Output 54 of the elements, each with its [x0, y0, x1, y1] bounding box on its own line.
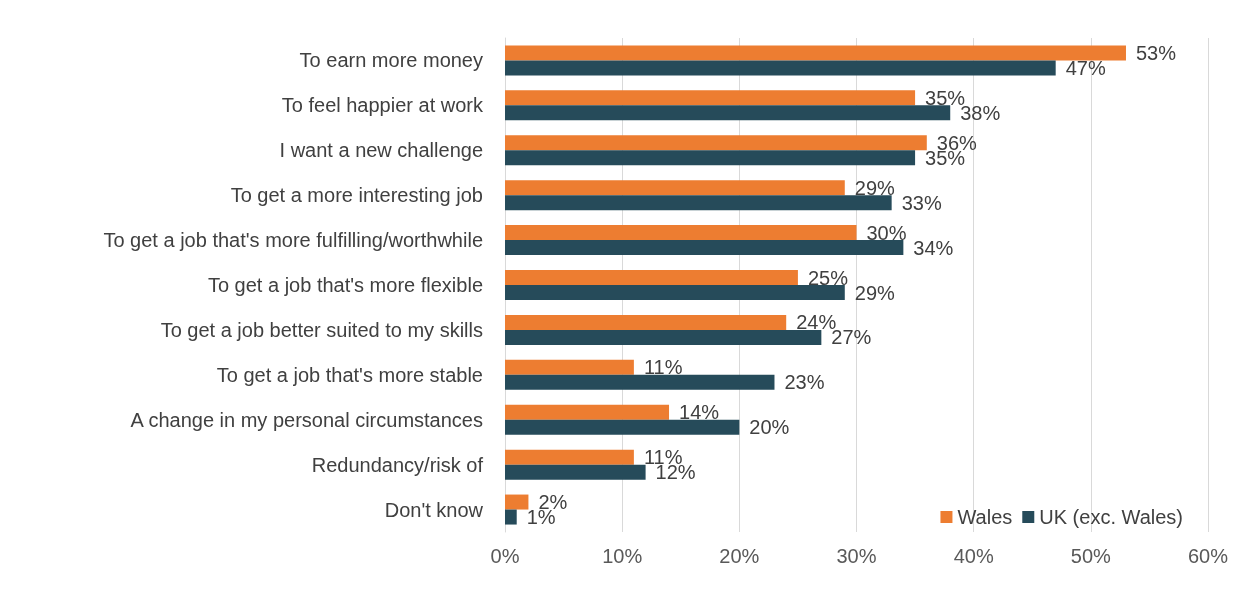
y-tick-label: To feel happier at work: [281, 94, 484, 117]
x-tick-label: 0%: [490, 545, 520, 567]
bar: [505, 105, 951, 121]
bar: [505, 270, 798, 285]
bar: [505, 240, 904, 256]
data-label: 20%: [749, 416, 790, 439]
bar: [505, 135, 927, 151]
bar: [505, 195, 892, 211]
y-tick-label: To get a job that's more stable: [216, 363, 483, 386]
y-tick-label: To get a job that's more fulfilling/worthwhile: [103, 229, 483, 252]
x-tick-label: 30%: [836, 545, 877, 567]
data-label: 23%: [784, 371, 825, 394]
data-label: 33%: [901, 191, 942, 214]
y-tick-label: Don't know: [384, 498, 484, 521]
bar: [505, 314, 787, 330]
x-tick-label: 50%: [1070, 545, 1112, 567]
y-tick-label: To get a job that's more flexible: [207, 274, 483, 296]
bar: [505, 60, 1056, 76]
data-label: 30%: [866, 221, 907, 244]
bar: [505, 329, 822, 345]
x-tick-label: 10%: [602, 545, 643, 567]
data-label: 11%: [643, 356, 683, 379]
x-tick-label: 60%: [1187, 545, 1229, 567]
bar: [505, 225, 857, 241]
bar: [505, 509, 517, 525]
y-tick-label: I want a new challenge: [279, 139, 483, 162]
y-tick-label: To earn more money: [299, 49, 483, 72]
y-tick-label: A change in my personal circumstances: [130, 408, 483, 431]
bar: [505, 90, 916, 106]
y-tick-label: Redundancy/risk of: [311, 453, 484, 476]
x-tick-label: 20%: [719, 545, 760, 567]
data-label: 53%: [1135, 41, 1177, 64]
bar: [505, 449, 634, 465]
data-label: 47%: [1065, 56, 1106, 79]
data-label: 25%: [807, 266, 849, 289]
bar: [505, 285, 845, 300]
bar: [505, 150, 916, 166]
bar: [505, 374, 775, 390]
bar: [505, 419, 740, 435]
data-label: 29%: [854, 281, 896, 304]
bar: [505, 180, 845, 196]
data-label: 29%: [854, 176, 896, 199]
legend-label: Wales: [957, 506, 1013, 528]
bar: [505, 464, 646, 480]
bar: [505, 404, 670, 420]
bar: [505, 359, 634, 375]
bar: [505, 45, 1126, 61]
data-label: 14%: [679, 401, 720, 424]
y-tick-label: To get a more interesting job: [230, 184, 483, 207]
x-tick-label: 40%: [953, 545, 994, 567]
bar: [505, 494, 529, 510]
data-label: 34%: [913, 236, 954, 259]
y-tick-label: To get a job better suited to my skills: [160, 318, 483, 341]
legend-label: UK (exc. Wales): [1039, 506, 1184, 528]
